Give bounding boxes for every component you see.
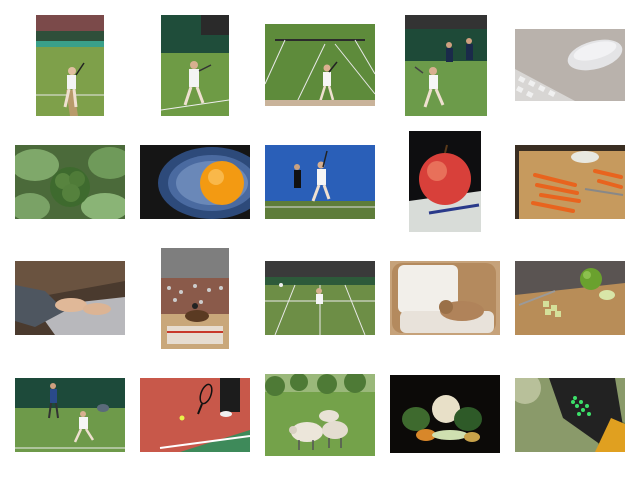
thumbnail-tennis-players-umpire[interactable]	[15, 378, 125, 452]
thumbnail-cauliflower-vegetables[interactable]	[390, 375, 500, 453]
thumbnail-red-apple[interactable]	[409, 131, 481, 232]
thumbnail-image	[140, 145, 250, 219]
thumbnail-image	[36, 15, 104, 116]
thumbnail-mouse-and-keyboard[interactable]	[515, 29, 625, 101]
thumbnail-cat-in-armchair[interactable]	[390, 261, 500, 335]
thumbnail-image	[15, 378, 125, 452]
thumbnail-broccoli[interactable]	[15, 145, 125, 219]
thumbnail-image	[515, 145, 625, 219]
thumbnail-image	[265, 374, 375, 456]
thumbnail-image	[161, 15, 229, 116]
thumbnail-carrots-on-board[interactable]	[515, 145, 625, 219]
thumbnail-racket-ball-court[interactable]	[140, 378, 250, 452]
thumbnail-image	[390, 375, 500, 453]
thumbnail-image	[515, 378, 625, 452]
thumbnail-green-apple-sliced[interactable]	[515, 261, 625, 335]
thumbnail-image	[265, 261, 375, 335]
thumbnail-image	[390, 261, 500, 335]
thumbnail-tennis-player-grass[interactable]	[161, 15, 229, 116]
thumbnail-image	[265, 24, 375, 106]
thumbnail-tennis-serve-grass-court[interactable]	[36, 15, 104, 116]
thumbnail-tennis-match-stadium[interactable]	[265, 261, 375, 335]
thumbnail-tennis-players-green-backdrop[interactable]	[405, 15, 487, 116]
thumbnail-image	[140, 378, 250, 452]
thumbnail-horse-show-jumping[interactable]	[161, 248, 229, 349]
thumbnail-orange-on-plate[interactable]	[140, 145, 250, 219]
thumbnail-image	[409, 131, 481, 232]
thumbnail-image	[265, 145, 375, 219]
thumbnail-image	[405, 15, 487, 116]
thumbnail-image	[15, 261, 125, 335]
thumbnail-tennis-player-blue-backdrop[interactable]	[265, 145, 375, 219]
thumbnail-image	[515, 29, 625, 101]
thumbnail-tennis-serve-green-court[interactable]	[265, 24, 375, 106]
thumbnail-traffic-light[interactable]	[515, 378, 625, 452]
thumbnail-image	[515, 261, 625, 335]
thumbnail-typing-on-laptop[interactable]	[15, 261, 125, 335]
thumbnail-image	[15, 145, 125, 219]
thumbnail-image	[161, 248, 229, 349]
thumbnail-sheep-in-field[interactable]	[265, 374, 375, 456]
